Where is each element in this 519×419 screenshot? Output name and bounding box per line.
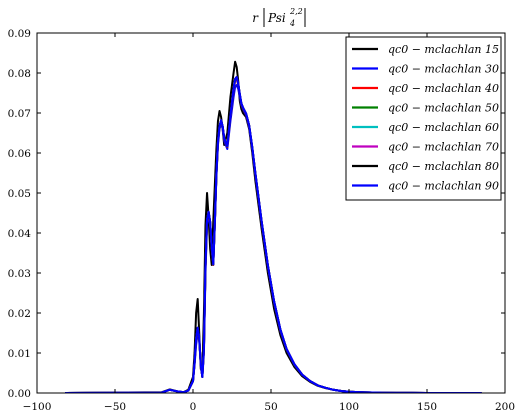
legend-label-4: qc0 − mclachlan 50 bbox=[388, 102, 499, 115]
legend-label-5: qc0 − mclachlan 60 bbox=[388, 121, 499, 134]
chart-title: r Psi 4 2,2 bbox=[252, 7, 306, 28]
title-prefix: r bbox=[252, 11, 259, 25]
y-tick-label: 0.06 bbox=[8, 148, 32, 160]
x-tick-label: −50 bbox=[104, 401, 126, 413]
title-superscript: 2,2 bbox=[289, 7, 303, 16]
series-line-8 bbox=[65, 76, 482, 393]
series-group bbox=[65, 60, 482, 393]
legend-label-2: qc0 − mclachlan 30 bbox=[388, 63, 499, 76]
y-tick-label: 0.02 bbox=[8, 308, 31, 320]
y-tick-label: 0.08 bbox=[8, 68, 31, 80]
y-tick-label: 0.04 bbox=[8, 228, 32, 240]
legend-label-1: qc0 − mclachlan 15 bbox=[388, 43, 499, 56]
legend-box bbox=[345, 36, 502, 201]
y-tick-label: 0.09 bbox=[8, 28, 31, 40]
legend-label-3: qc0 − mclachlan 40 bbox=[388, 82, 499, 95]
x-axis: −100 −50 0 50 100 150 200 bbox=[23, 33, 515, 413]
legend-label-8: qc0 − mclachlan 90 bbox=[388, 180, 499, 193]
y-tick-label: 0.01 bbox=[8, 348, 31, 360]
legend-label-6: qc0 − mclachlan 70 bbox=[388, 141, 499, 154]
legend-label-7: qc0 − mclachlan 80 bbox=[388, 160, 499, 173]
y-axis: 0.00 0.01 0.02 0.03 0.04 0.05 0.06 0.07 0.08 0.09 bbox=[8, 28, 505, 400]
x-tick-label: 150 bbox=[417, 401, 437, 413]
y-tick-label: 0.05 bbox=[8, 188, 31, 200]
x-tick-label: 100 bbox=[339, 401, 359, 413]
x-tick-label: −100 bbox=[23, 401, 52, 413]
x-tick-label: 0 bbox=[190, 401, 197, 413]
y-tick-label: 0.03 bbox=[8, 268, 31, 280]
legend: qc0 − mclachlan 15 qc0 − mclachlan 30 qc0 … bbox=[345, 36, 502, 201]
y-tick-label: 0.00 bbox=[8, 388, 31, 400]
y-tick-label: 0.07 bbox=[8, 108, 31, 120]
x-tick-label: 200 bbox=[495, 401, 515, 413]
x-tick-label: 50 bbox=[264, 401, 277, 413]
title-symbol: Psi bbox=[267, 11, 286, 25]
title-subscript: 4 bbox=[289, 19, 295, 28]
